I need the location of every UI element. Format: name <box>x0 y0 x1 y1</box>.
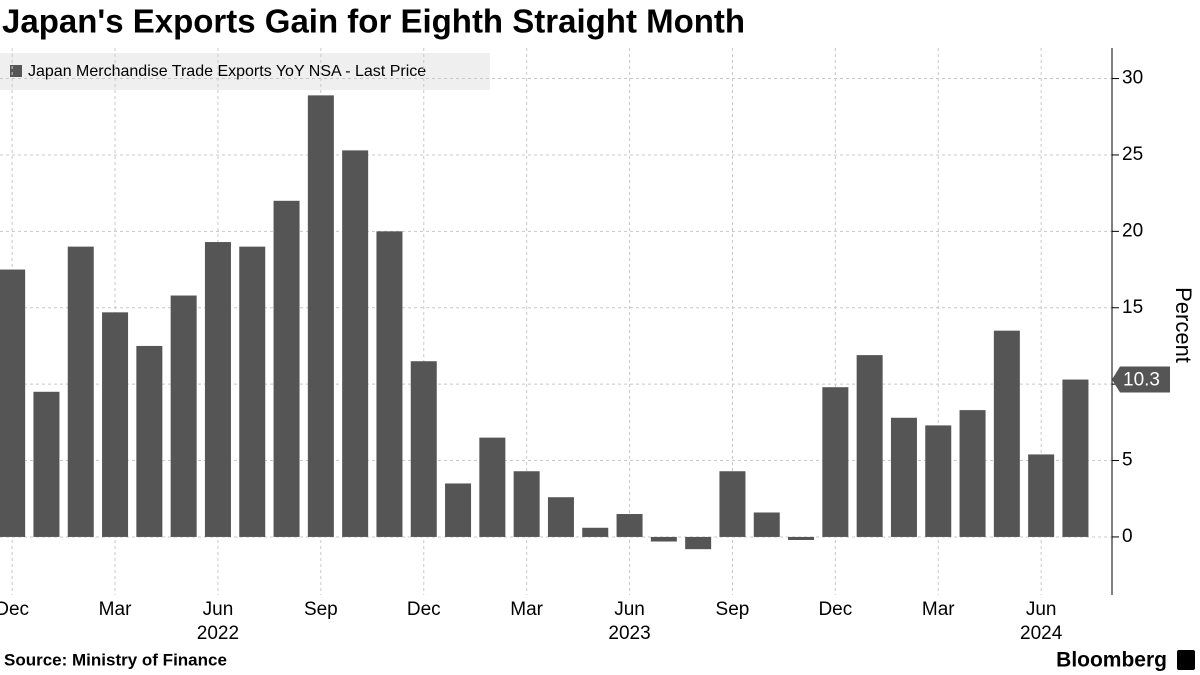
source: Source: Ministry of Finance <box>4 650 227 669</box>
y-tick-label: 0 <box>1122 526 1133 547</box>
x-tick-label: Jun <box>1026 599 1057 620</box>
bar <box>513 471 540 537</box>
x-tick-label: Dec <box>818 599 852 620</box>
bar <box>445 483 472 537</box>
bar <box>307 95 334 537</box>
bar <box>0 269 26 537</box>
bar <box>685 536 712 550</box>
y-tick-label: 20 <box>1122 220 1143 241</box>
brand-icon <box>1177 650 1195 670</box>
bar <box>204 242 231 537</box>
x-tick-label: Mar <box>510 599 543 620</box>
y-tick-label: 15 <box>1122 297 1143 318</box>
bar <box>547 497 574 537</box>
legend-label: Japan Merchandise Trade Exports YoY NSA … <box>28 63 426 80</box>
bar <box>376 231 403 537</box>
bar <box>102 312 129 537</box>
last-value-box <box>1112 366 1170 393</box>
bar <box>136 345 163 537</box>
x-tick-label: Jun <box>614 599 645 620</box>
bar <box>67 246 94 537</box>
bar <box>993 330 1020 537</box>
bar <box>479 437 506 537</box>
bar <box>959 410 986 537</box>
bar <box>616 514 643 537</box>
year-label: 2022 <box>197 623 239 644</box>
bar <box>856 355 883 537</box>
x-tick-label: Mar <box>99 599 132 620</box>
bar <box>788 536 815 540</box>
brand: Bloomberg <box>1056 649 1167 672</box>
year-label: 2024 <box>1020 623 1063 644</box>
bar <box>273 200 300 537</box>
bar <box>925 425 952 537</box>
y-tick-label: 5 <box>1122 450 1133 471</box>
bar <box>753 512 780 537</box>
bar <box>342 150 369 537</box>
bar <box>410 361 437 537</box>
bar <box>582 527 609 537</box>
x-tick-label: Jun <box>203 599 234 620</box>
y-tick-label: 25 <box>1122 144 1143 165</box>
bar <box>239 246 266 537</box>
bar <box>650 536 677 542</box>
bar <box>1062 379 1089 537</box>
x-tick-label: Mar <box>922 599 955 620</box>
year-label: 2023 <box>608 623 650 644</box>
x-tick-label: Dec <box>407 599 441 620</box>
x-tick-label: Sep <box>716 599 750 620</box>
bar <box>170 295 197 537</box>
legend-swatch <box>10 65 22 77</box>
y-axis-label: Percent <box>1171 287 1196 363</box>
bar <box>719 471 746 537</box>
y-tick-label: 30 <box>1122 68 1143 89</box>
x-tick-label: Sep <box>304 599 338 620</box>
bar <box>1028 454 1055 537</box>
bar <box>822 387 849 537</box>
bar <box>33 391 60 537</box>
x-tick-label: Dec <box>0 599 29 620</box>
chart-title: Japan's Exports Gain for Eighth Straight… <box>2 3 745 40</box>
legend-box <box>0 53 490 90</box>
bar <box>890 417 917 537</box>
last-value-label: 10.3 <box>1123 370 1160 391</box>
